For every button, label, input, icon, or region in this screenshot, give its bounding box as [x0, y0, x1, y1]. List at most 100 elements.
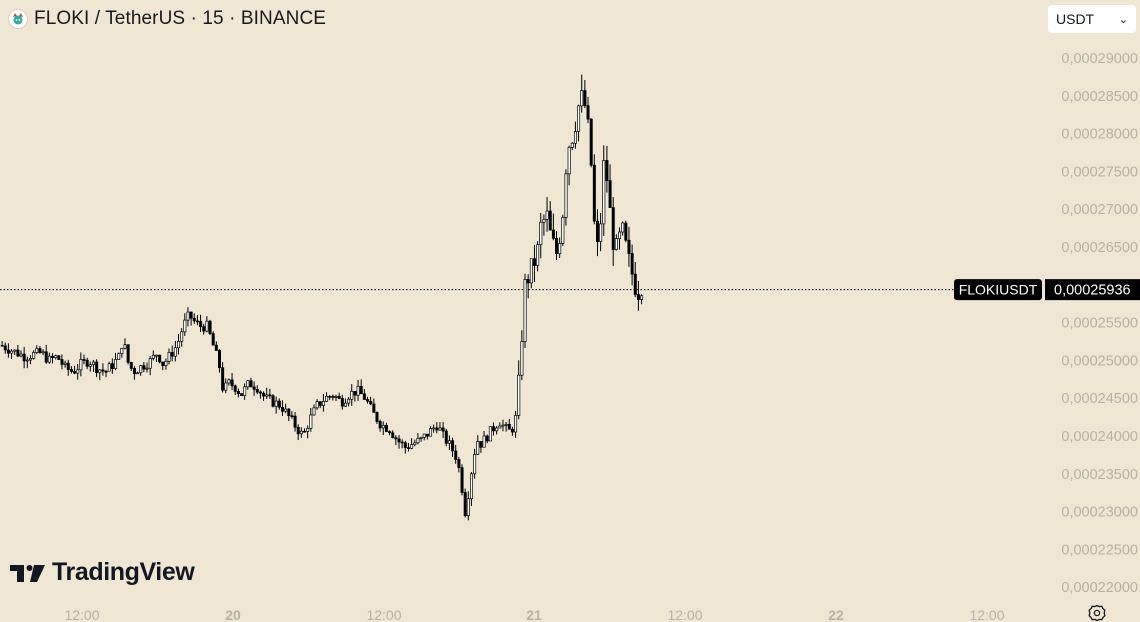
candle-body: [164, 360, 168, 366]
candle-body: [470, 473, 474, 500]
candle-body: [167, 352, 171, 362]
candle-body: [356, 385, 360, 396]
candle-body: [281, 406, 285, 412]
price-tick-label: 0,00027000: [1061, 202, 1138, 218]
candle-body: [589, 118, 593, 166]
candle-body: [378, 421, 382, 429]
price-tick-label: 0,00029000: [1061, 51, 1138, 67]
candle-body: [69, 369, 73, 372]
candle-body: [29, 358, 33, 361]
candle-body: [517, 374, 521, 416]
candle-body: [492, 426, 496, 432]
candle-body: [577, 105, 581, 132]
candle-body: [369, 401, 373, 405]
candle-body: [510, 428, 514, 433]
candle-body: [611, 207, 615, 250]
time-axis[interactable]: 12:00 20 12:00 21 12:00 22 12:00: [64, 607, 1004, 621]
candle-body: [633, 273, 637, 295]
candle-body: [337, 396, 341, 399]
candle-body: [35, 348, 39, 353]
candle-body: [22, 353, 26, 362]
time-tick-label: 21: [526, 607, 542, 621]
time-tick-label: 12:00: [969, 607, 1004, 621]
candle-body: [482, 435, 486, 448]
price-tick-label: 0,00024500: [1061, 391, 1138, 407]
price-tick-label: 0,00026500: [1061, 240, 1138, 256]
candle-body: [532, 258, 536, 266]
last-price-label: 0,00025936: [1054, 283, 1131, 299]
candle-body: [580, 90, 584, 107]
candle-body: [66, 362, 70, 370]
candle-body: [460, 467, 464, 493]
candle-body: [438, 427, 442, 431]
candle-body: [384, 424, 388, 432]
candle-body: [555, 238, 559, 255]
time-tick-label: 20: [225, 607, 241, 621]
candle-body: [79, 359, 83, 371]
candle-body: [63, 362, 67, 365]
candle-body: [104, 370, 108, 373]
candle-body: [334, 396, 338, 398]
candle-body: [523, 279, 527, 342]
time-tick-label: 12:00: [667, 607, 702, 621]
candle-body: [624, 222, 628, 241]
candle-body: [570, 142, 574, 148]
candle-body: [476, 441, 480, 455]
candle-body: [249, 380, 253, 388]
price-tick-label: 0,00025500: [1061, 316, 1138, 332]
candle-body: [287, 408, 291, 417]
candle-body: [444, 430, 448, 444]
candle-body: [529, 258, 533, 284]
candles: [0, 74, 644, 521]
candle-body: [347, 398, 351, 404]
candle-body: [32, 352, 36, 359]
symbol-title[interactable]: FLOKI / TetherUS · 15 · BINANCE: [34, 8, 327, 29]
chart-header: FLOKI / TetherUS · 15 · BINANCE: [8, 6, 326, 32]
candle-body: [454, 450, 458, 460]
tradingview-watermark[interactable]: TradingView: [10, 558, 195, 587]
price-tick-label: 0,00028000: [1061, 127, 1138, 143]
candle-body: [586, 105, 590, 120]
candle-body: [410, 444, 414, 449]
candle-body: [573, 131, 577, 144]
candle-body: [391, 432, 395, 438]
price-tick-label: 0,00022000: [1061, 580, 1138, 596]
candle-body: [3, 345, 7, 351]
candle-body: [13, 349, 17, 352]
candle-body: [463, 492, 467, 517]
currency-select[interactable]: USDT ⌄: [1048, 5, 1136, 33]
price-tick-label: 0,00023000: [1061, 505, 1138, 521]
candle-body: [192, 317, 196, 322]
price-tick-label: 0,00025000: [1061, 353, 1138, 369]
candle-body: [372, 403, 376, 413]
candle-body: [636, 294, 640, 300]
gear-icon[interactable]: [1088, 604, 1106, 622]
candle-body: [233, 385, 237, 392]
candle-body: [88, 364, 92, 367]
candle-body: [158, 354, 162, 363]
candle-body: [38, 348, 42, 353]
candle-body: [114, 359, 118, 369]
price-axis[interactable]: 0,00029000 0,00028500 0,00028000 0,00027500…: [1061, 51, 1138, 596]
candle-body: [551, 229, 555, 239]
candle-body: [501, 424, 505, 427]
candle-body: [435, 427, 439, 431]
candle-body: [25, 359, 29, 362]
candle-body: [539, 221, 543, 246]
candle-body: [520, 341, 524, 376]
candle-body: [400, 441, 404, 444]
candle-body: [542, 219, 546, 223]
time-tick-label: 12:00: [64, 607, 99, 621]
candle-body: [299, 430, 303, 435]
candle-body: [432, 427, 436, 430]
candle-body: [284, 408, 288, 412]
candle-body: [618, 231, 622, 239]
candle-body: [95, 361, 99, 374]
candle-body: [240, 393, 244, 396]
candle-body: [91, 361, 95, 365]
candle-body: [485, 435, 489, 442]
candle-body: [221, 367, 225, 391]
candle-body: [243, 386, 247, 396]
candle-body: [488, 426, 492, 442]
